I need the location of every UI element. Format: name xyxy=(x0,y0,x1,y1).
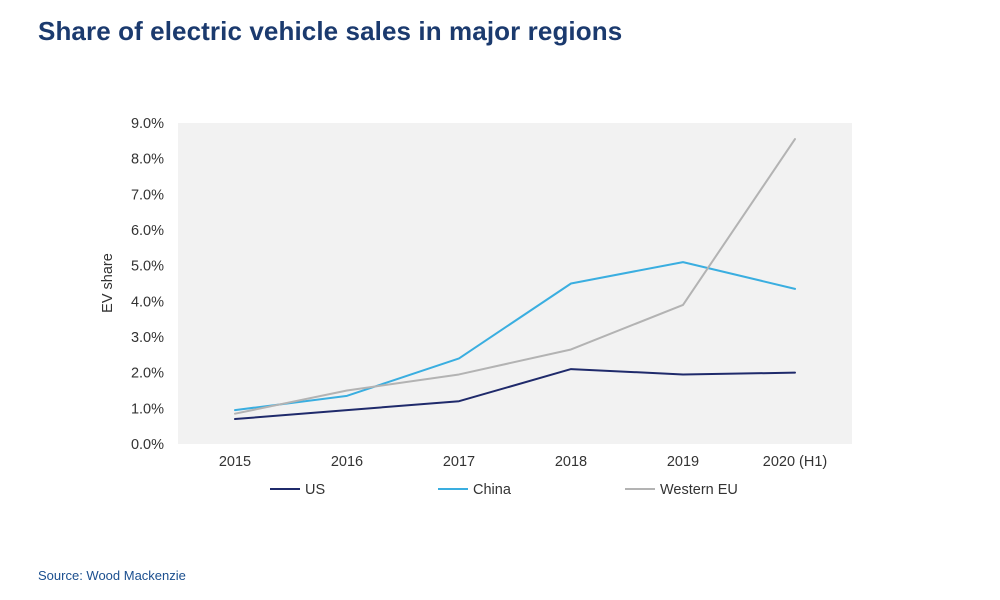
x-tick-label: 2019 xyxy=(667,454,699,470)
legend-label: China xyxy=(473,482,512,498)
plot-area xyxy=(178,123,852,444)
x-tick-label: 2017 xyxy=(443,454,475,470)
y-tick-label: 0.0% xyxy=(131,437,164,453)
series-lines xyxy=(234,138,796,421)
series-line-western-eu xyxy=(234,138,796,415)
legend: US China Western EU xyxy=(270,482,738,498)
series-line-us xyxy=(234,368,796,421)
x-tick-label: 2015 xyxy=(219,454,251,470)
x-axis-ticks: 2015 2016 2017 2018 2019 2020 (H1) xyxy=(219,454,827,470)
y-tick-label: 3.0% xyxy=(131,330,164,346)
series-line-china xyxy=(234,261,796,412)
source-note: Source: Wood Mackenzie xyxy=(38,568,186,583)
y-tick-label: 4.0% xyxy=(131,294,164,310)
y-axis-title: EV share xyxy=(100,253,116,313)
y-tick-label: 5.0% xyxy=(131,259,164,275)
legend-label: US xyxy=(305,482,325,498)
y-tick-label: 6.0% xyxy=(131,223,164,239)
page-title: Share of electric vehicle sales in major… xyxy=(38,16,623,46)
y-tick-label: 9.0% xyxy=(131,116,164,132)
x-tick-label: 2016 xyxy=(331,454,363,470)
y-axis-ticks: 0.0% 1.0% 2.0% 3.0% 4.0% 5.0% 6.0% 7.0% 8.0% 9.0% xyxy=(131,116,164,453)
x-tick-label: 2018 xyxy=(555,454,587,470)
legend-label: Western EU xyxy=(660,482,738,498)
y-tick-label: 1.0% xyxy=(131,401,164,417)
y-tick-label: 7.0% xyxy=(131,187,164,203)
y-tick-label: 2.0% xyxy=(131,366,164,382)
y-tick-label: 8.0% xyxy=(131,152,164,168)
x-tick-label: 2020 (H1) xyxy=(763,454,827,470)
